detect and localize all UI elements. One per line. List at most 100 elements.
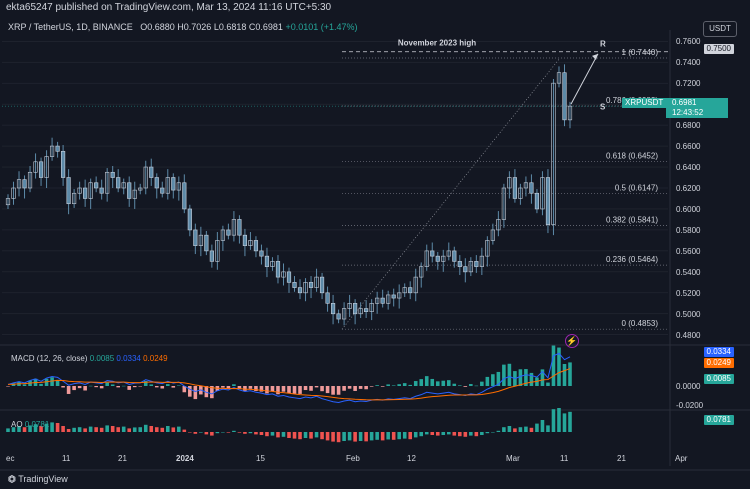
candle-body xyxy=(551,82,556,225)
candle xyxy=(231,211,236,242)
candle-body xyxy=(165,177,170,194)
macd-hist-bar xyxy=(204,386,209,398)
candle-body xyxy=(463,266,468,273)
candle-body xyxy=(424,250,429,267)
macd-hist-bar xyxy=(314,386,319,388)
x-tick-label: 12 xyxy=(407,454,416,463)
ao-bar xyxy=(182,429,187,432)
candle-body xyxy=(83,187,88,199)
candle xyxy=(22,175,27,199)
macd-hist-bar xyxy=(88,385,93,387)
candle xyxy=(342,302,347,326)
candle xyxy=(507,171,512,199)
candle xyxy=(413,268,418,302)
ao-bar xyxy=(331,432,335,442)
candle xyxy=(94,176,99,193)
candle xyxy=(485,236,490,267)
candle-body xyxy=(556,72,562,84)
macd-hist-bar xyxy=(270,386,275,391)
candle-body xyxy=(220,229,225,241)
candle-body xyxy=(88,182,93,199)
ao-bar xyxy=(210,432,214,436)
ao-bar xyxy=(99,427,104,432)
candle xyxy=(226,223,231,240)
hist-value: 0.0249 xyxy=(143,354,168,363)
macd-hist-bar xyxy=(469,384,473,386)
macd-hist-bar xyxy=(529,372,534,386)
candle-body xyxy=(485,240,490,257)
candle-body xyxy=(501,187,506,220)
candle-body xyxy=(474,261,479,267)
candle-body xyxy=(468,261,473,273)
ao-bar xyxy=(402,432,407,439)
macd-hist-bar xyxy=(408,384,413,386)
macd-hist-bar xyxy=(232,384,236,386)
candle xyxy=(496,211,501,237)
ao-bar xyxy=(502,427,506,432)
y-tick-label: 0.6200 xyxy=(676,184,701,193)
candle xyxy=(253,236,259,258)
macd-hist-bar xyxy=(248,386,253,389)
macd-tick-label: 0.0000 xyxy=(676,382,701,391)
candle xyxy=(419,262,424,288)
macd-hist-bar xyxy=(386,384,390,386)
macd-hist-bar xyxy=(336,386,341,395)
ao-bar xyxy=(44,423,49,432)
lightning-icon[interactable]: ⚡ xyxy=(565,334,579,348)
candle-body xyxy=(138,187,143,191)
ao-bar xyxy=(11,427,16,432)
candle xyxy=(424,244,429,271)
candle xyxy=(297,279,303,300)
ao-bar xyxy=(221,432,225,433)
macd-hist-bar xyxy=(320,386,324,392)
time-axis: ec 11 21 2024 15 Feb 12 Mar 11 21 Apr xyxy=(6,454,688,463)
y-tick-label: 0.5000 xyxy=(676,310,701,319)
macd-hist-bar xyxy=(99,386,104,389)
candle-body xyxy=(336,313,341,320)
currency-badge[interactable]: USDT xyxy=(703,21,737,37)
candle-body xyxy=(286,271,292,283)
candle xyxy=(430,242,435,263)
candle xyxy=(160,181,165,198)
macd-hist-bar xyxy=(441,380,446,386)
ao-bar xyxy=(529,427,534,432)
ao-bar xyxy=(551,409,556,432)
ao-bar xyxy=(518,427,523,432)
macd-hist-bar xyxy=(391,385,396,386)
macd-hist-bar xyxy=(188,386,192,397)
ao-bar xyxy=(232,430,236,432)
ao-legend: AO 0.0781 xyxy=(11,420,49,429)
candle xyxy=(204,230,209,256)
candle xyxy=(198,226,203,257)
macd-hist-bar xyxy=(380,386,385,387)
ao-bar xyxy=(386,432,390,440)
candle-body xyxy=(413,276,418,294)
ao-bar xyxy=(143,424,148,432)
ao-bar xyxy=(568,411,572,432)
candle-body xyxy=(353,303,358,315)
candle xyxy=(562,64,567,127)
candle-body xyxy=(496,219,501,231)
candle xyxy=(121,178,126,195)
macd-hist-bar xyxy=(342,386,346,391)
fib-label: 0.236 (0.5464) xyxy=(606,255,658,264)
candle-body xyxy=(215,240,220,262)
candle xyxy=(264,247,270,278)
y-tick-label: 0.4800 xyxy=(676,331,701,340)
ao-bar xyxy=(496,430,501,432)
candle-body xyxy=(435,255,440,262)
high-label: November 2023 high xyxy=(398,39,476,48)
macd-hist-bar xyxy=(143,381,148,386)
ao-bar xyxy=(165,426,170,432)
macd-hist-bar xyxy=(353,386,357,391)
macd-hist-bar xyxy=(452,383,457,386)
candle xyxy=(275,255,281,284)
candle-body xyxy=(264,255,270,267)
brand-logo[interactable]: ⏣ TradingView xyxy=(8,474,68,485)
macd-hist-bar xyxy=(149,384,154,386)
candle-body xyxy=(61,151,66,178)
ao-bar xyxy=(391,432,396,440)
macd-title: MACD (12, 26, close) xyxy=(11,354,88,363)
ao-bar xyxy=(441,432,446,435)
